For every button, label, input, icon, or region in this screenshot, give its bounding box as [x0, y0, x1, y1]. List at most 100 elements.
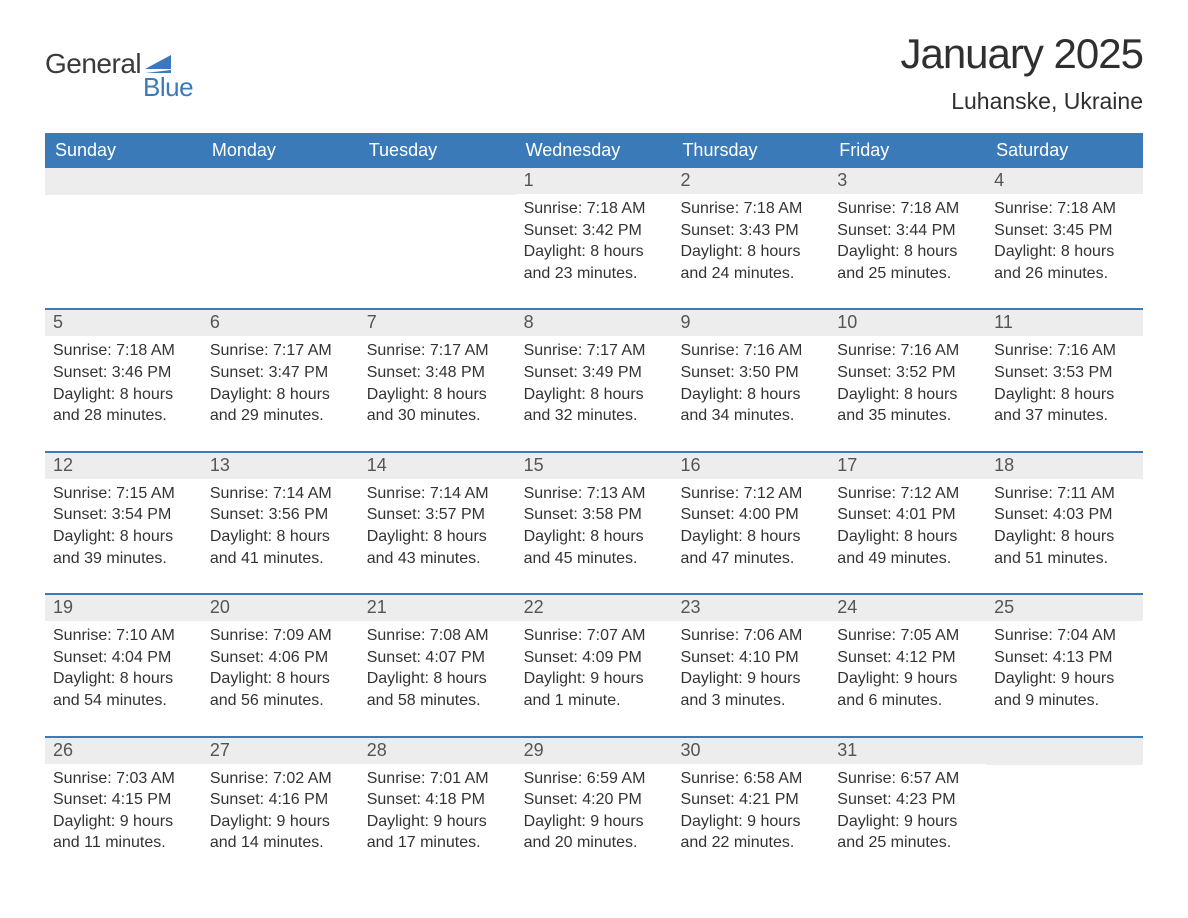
day-cell: 13Sunrise: 7:14 AMSunset: 3:56 PMDayligh… [202, 453, 359, 575]
day-info-line: Sunset: 4:09 PM [524, 647, 665, 669]
day-info-line: Daylight: 8 hours and 23 minutes. [524, 241, 665, 284]
day-info-line: Daylight: 8 hours and 56 minutes. [210, 668, 351, 711]
day-content: Sunrise: 7:11 AMSunset: 4:03 PMDaylight:… [986, 479, 1143, 575]
day-cell: 4Sunrise: 7:18 AMSunset: 3:45 PMDaylight… [986, 168, 1143, 290]
day-content: Sunrise: 6:58 AMSunset: 4:21 PMDaylight:… [672, 764, 829, 860]
day-info-line: Sunrise: 7:12 AM [837, 483, 978, 505]
page-header: General Blue January 2025 Luhanske, Ukra… [45, 30, 1143, 115]
calendar: SundayMondayTuesdayWednesdayThursdayFrid… [45, 133, 1143, 860]
day-cell: 7Sunrise: 7:17 AMSunset: 3:48 PMDaylight… [359, 310, 516, 432]
day-number: 17 [829, 453, 986, 479]
day-number: 1 [516, 168, 673, 194]
day-info-line: Sunset: 4:20 PM [524, 789, 665, 811]
day-cell [45, 168, 202, 290]
day-info-line: Sunrise: 7:18 AM [994, 198, 1135, 220]
day-content: Sunrise: 7:06 AMSunset: 4:10 PMDaylight:… [672, 621, 829, 717]
week-row: 5Sunrise: 7:18 AMSunset: 3:46 PMDaylight… [45, 308, 1143, 432]
day-info-line: Sunset: 4:21 PM [680, 789, 821, 811]
day-info-line: Daylight: 8 hours and 49 minutes. [837, 526, 978, 569]
weekday-cell: Wednesday [516, 133, 673, 168]
day-number: 18 [986, 453, 1143, 479]
day-cell: 14Sunrise: 7:14 AMSunset: 3:57 PMDayligh… [359, 453, 516, 575]
day-info-line: Sunset: 3:54 PM [53, 504, 194, 526]
day-info-line: Daylight: 8 hours and 51 minutes. [994, 526, 1135, 569]
day-info-line: Sunrise: 6:57 AM [837, 768, 978, 790]
day-info-line: Daylight: 9 hours and 17 minutes. [367, 811, 508, 854]
day-number: 24 [829, 595, 986, 621]
day-info-line: Sunrise: 7:01 AM [367, 768, 508, 790]
day-cell: 25Sunrise: 7:04 AMSunset: 4:13 PMDayligh… [986, 595, 1143, 717]
day-cell: 9Sunrise: 7:16 AMSunset: 3:50 PMDaylight… [672, 310, 829, 432]
weeks-container: 1Sunrise: 7:18 AMSunset: 3:42 PMDaylight… [45, 168, 1143, 860]
day-info-line: Sunset: 3:53 PM [994, 362, 1135, 384]
day-number: 3 [829, 168, 986, 194]
day-info-line: Sunset: 3:56 PM [210, 504, 351, 526]
week-row: 12Sunrise: 7:15 AMSunset: 3:54 PMDayligh… [45, 451, 1143, 575]
day-content: Sunrise: 7:04 AMSunset: 4:13 PMDaylight:… [986, 621, 1143, 717]
day-number: 27 [202, 738, 359, 764]
day-content: Sunrise: 7:13 AMSunset: 3:58 PMDaylight:… [516, 479, 673, 575]
weekday-cell: Sunday [45, 133, 202, 168]
day-info-line: Daylight: 8 hours and 25 minutes. [837, 241, 978, 284]
day-content: Sunrise: 6:57 AMSunset: 4:23 PMDaylight:… [829, 764, 986, 860]
day-info-line: Sunrise: 7:16 AM [994, 340, 1135, 362]
day-info-line: Daylight: 9 hours and 14 minutes. [210, 811, 351, 854]
day-info-line: Sunrise: 7:16 AM [680, 340, 821, 362]
day-content: Sunrise: 7:03 AMSunset: 4:15 PMDaylight:… [45, 764, 202, 860]
day-cell: 6Sunrise: 7:17 AMSunset: 3:47 PMDaylight… [202, 310, 359, 432]
day-info-line: Daylight: 9 hours and 9 minutes. [994, 668, 1135, 711]
day-info-line: Sunrise: 7:12 AM [680, 483, 821, 505]
day-content: Sunrise: 7:18 AMSunset: 3:45 PMDaylight:… [986, 194, 1143, 290]
day-number [359, 168, 516, 195]
day-info-line: Daylight: 8 hours and 34 minutes. [680, 384, 821, 427]
day-number: 26 [45, 738, 202, 764]
day-number: 19 [45, 595, 202, 621]
day-content: Sunrise: 7:14 AMSunset: 3:57 PMDaylight:… [359, 479, 516, 575]
day-cell: 12Sunrise: 7:15 AMSunset: 3:54 PMDayligh… [45, 453, 202, 575]
weekday-cell: Thursday [672, 133, 829, 168]
day-cell [359, 168, 516, 290]
day-cell: 3Sunrise: 7:18 AMSunset: 3:44 PMDaylight… [829, 168, 986, 290]
weekday-cell: Saturday [986, 133, 1143, 168]
day-number: 29 [516, 738, 673, 764]
logo-text-blue: Blue [143, 72, 193, 103]
day-info-line: Sunrise: 7:08 AM [367, 625, 508, 647]
day-number: 4 [986, 168, 1143, 194]
day-info-line: Sunset: 3:47 PM [210, 362, 351, 384]
day-info-line: Sunset: 3:42 PM [524, 220, 665, 242]
week-row: 19Sunrise: 7:10 AMSunset: 4:04 PMDayligh… [45, 593, 1143, 717]
day-info-line: Sunrise: 7:02 AM [210, 768, 351, 790]
day-cell: 8Sunrise: 7:17 AMSunset: 3:49 PMDaylight… [516, 310, 673, 432]
day-info-line: Sunrise: 7:13 AM [524, 483, 665, 505]
day-info-line: Sunrise: 7:17 AM [210, 340, 351, 362]
day-cell: 27Sunrise: 7:02 AMSunset: 4:16 PMDayligh… [202, 738, 359, 860]
day-info-line: Daylight: 9 hours and 1 minute. [524, 668, 665, 711]
day-number: 9 [672, 310, 829, 336]
location-label: Luhanske, Ukraine [900, 88, 1143, 115]
day-number: 5 [45, 310, 202, 336]
month-title: January 2025 [900, 30, 1143, 78]
day-info-line: Daylight: 8 hours and 45 minutes. [524, 526, 665, 569]
day-info-line: Sunrise: 7:14 AM [367, 483, 508, 505]
day-number: 10 [829, 310, 986, 336]
day-info-line: Daylight: 8 hours and 54 minutes. [53, 668, 194, 711]
day-content: Sunrise: 7:09 AMSunset: 4:06 PMDaylight:… [202, 621, 359, 717]
day-info-line: Sunrise: 7:03 AM [53, 768, 194, 790]
day-content: Sunrise: 7:08 AMSunset: 4:07 PMDaylight:… [359, 621, 516, 717]
day-number [986, 738, 1143, 765]
day-info-line: Daylight: 8 hours and 43 minutes. [367, 526, 508, 569]
day-cell: 11Sunrise: 7:16 AMSunset: 3:53 PMDayligh… [986, 310, 1143, 432]
day-info-line: Daylight: 8 hours and 29 minutes. [210, 384, 351, 427]
day-number: 15 [516, 453, 673, 479]
day-info-line: Sunset: 4:01 PM [837, 504, 978, 526]
day-number: 14 [359, 453, 516, 479]
week-row: 1Sunrise: 7:18 AMSunset: 3:42 PMDaylight… [45, 168, 1143, 290]
day-info-line: Sunrise: 7:18 AM [680, 198, 821, 220]
day-number: 21 [359, 595, 516, 621]
day-info-line: Sunset: 3:58 PM [524, 504, 665, 526]
day-info-line: Sunset: 4:00 PM [680, 504, 821, 526]
day-cell: 30Sunrise: 6:58 AMSunset: 4:21 PMDayligh… [672, 738, 829, 860]
day-info-line: Sunset: 3:57 PM [367, 504, 508, 526]
day-info-line: Sunset: 3:52 PM [837, 362, 978, 384]
day-info-line: Sunset: 4:04 PM [53, 647, 194, 669]
